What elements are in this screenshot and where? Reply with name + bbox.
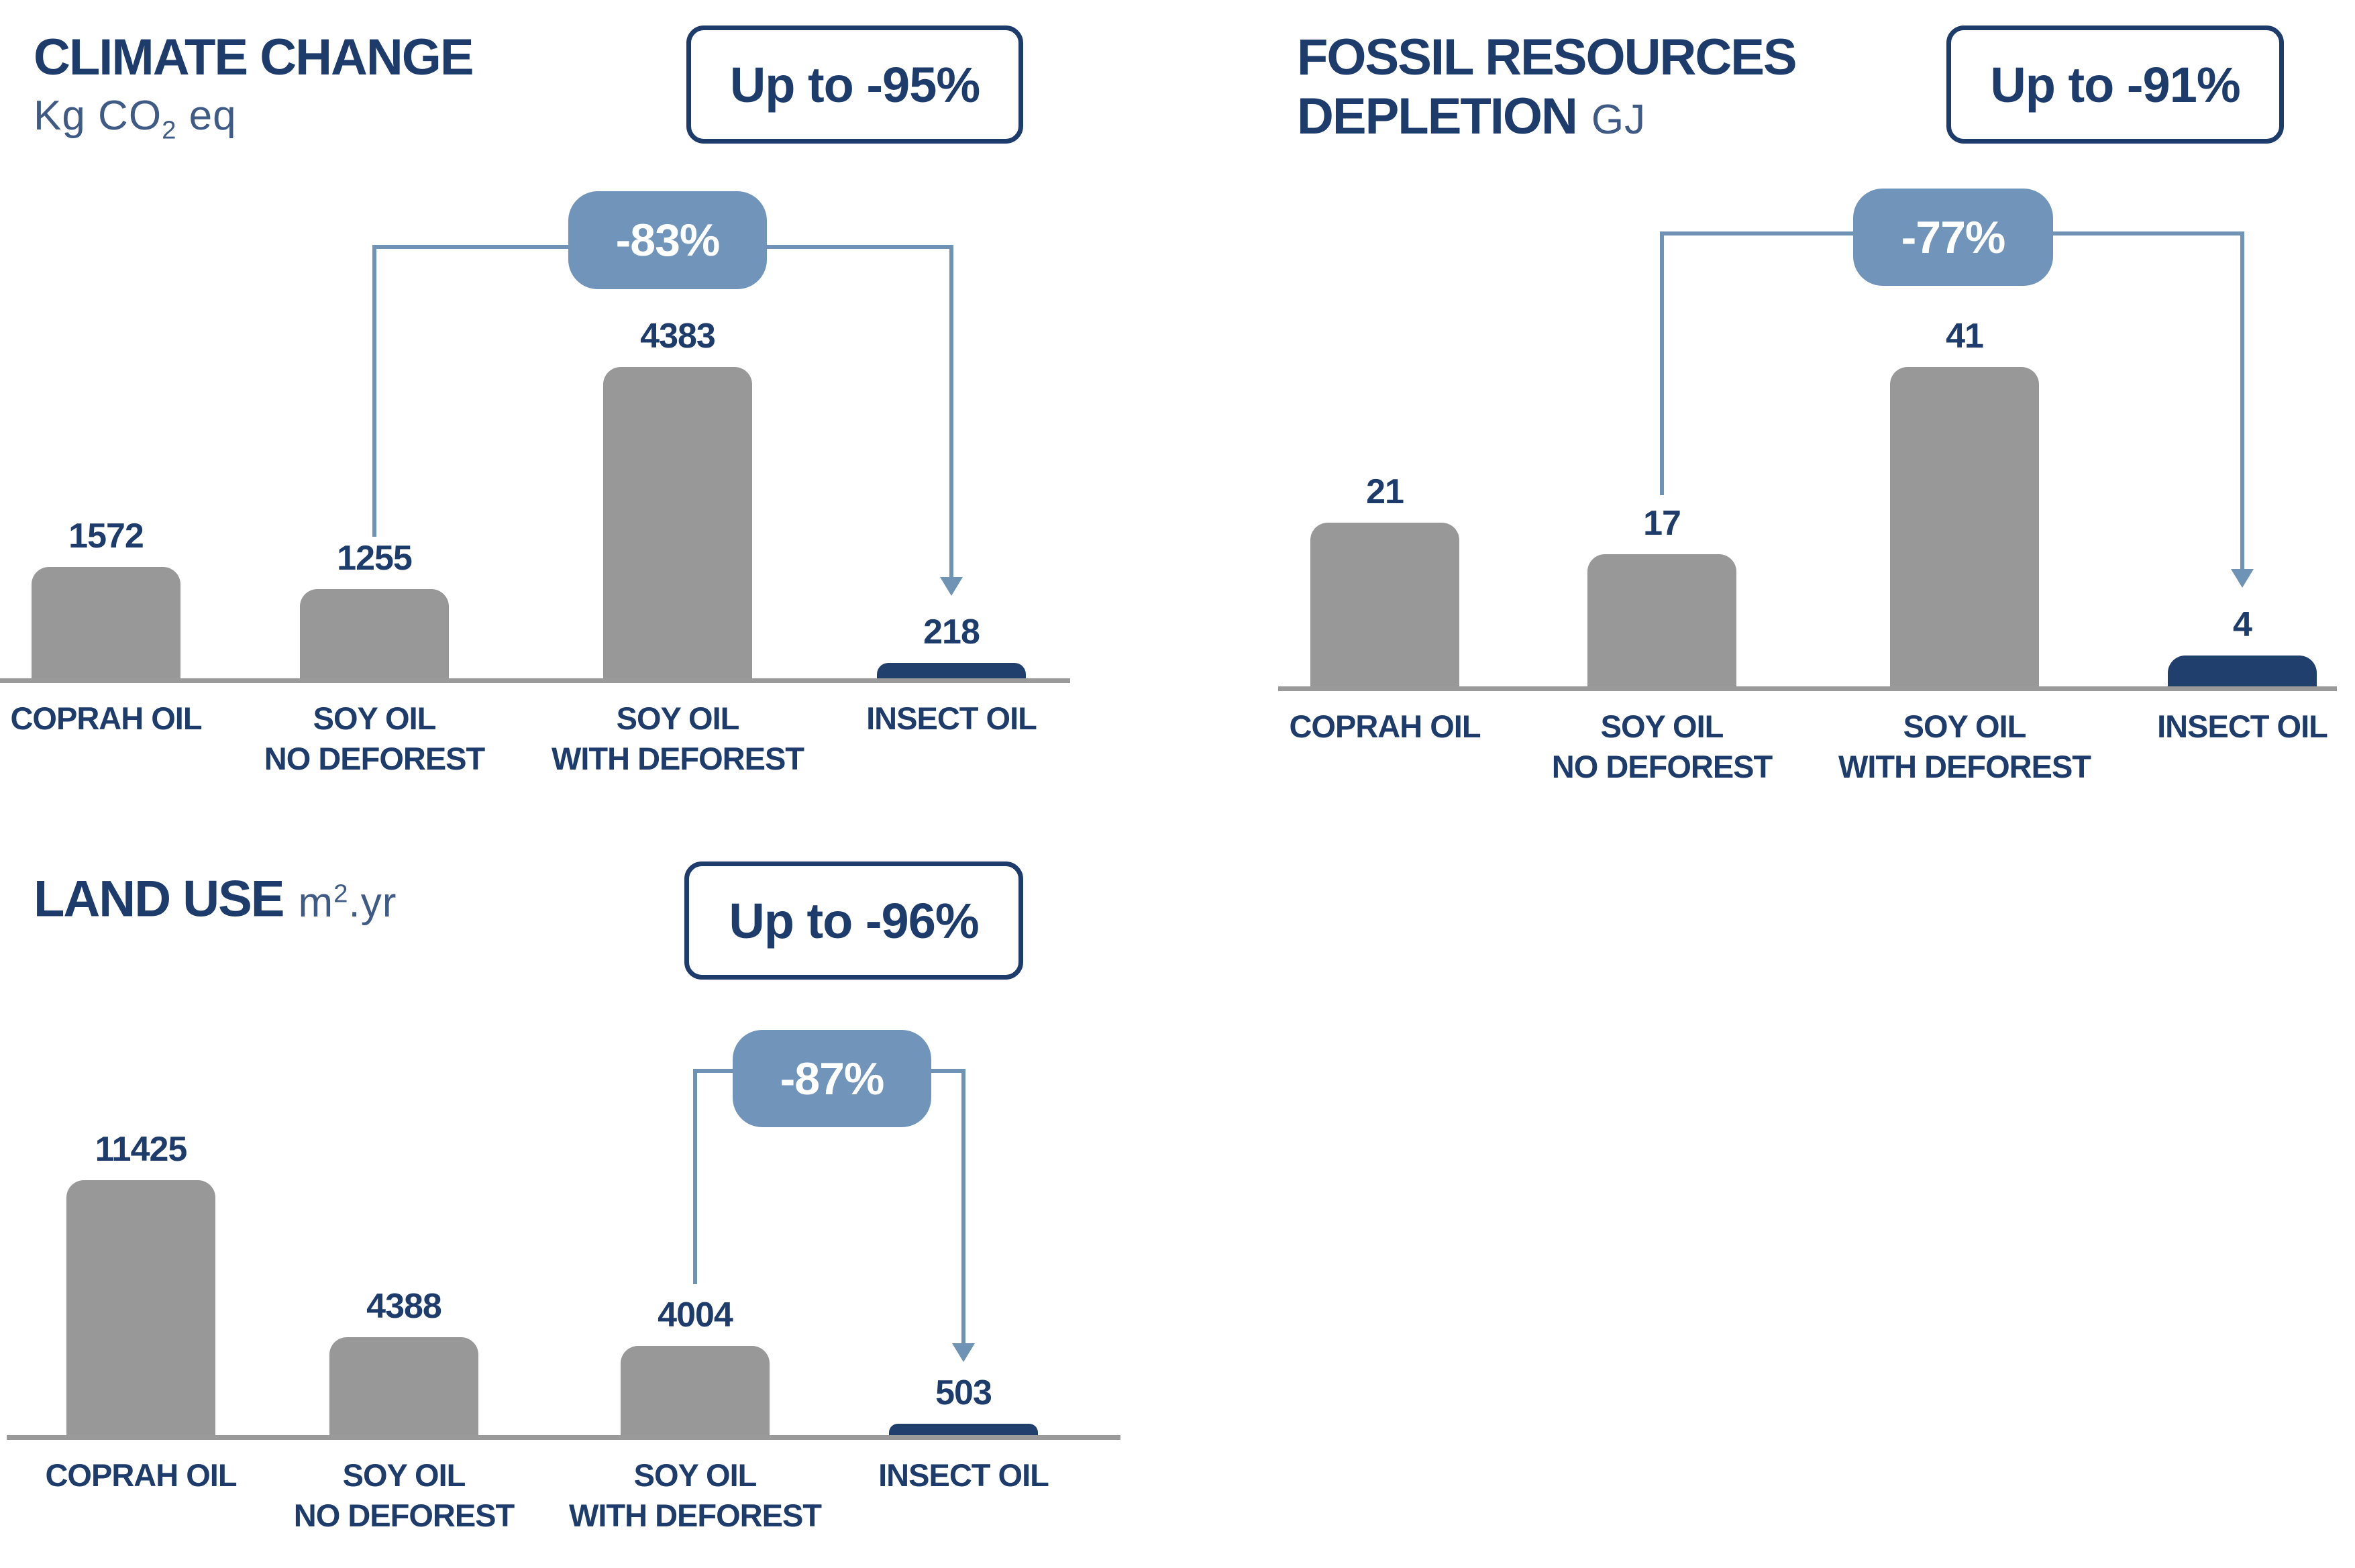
x-axis-line: [7, 1435, 1120, 1440]
bar-value-label: 1572: [68, 517, 144, 556]
arrow-head: [2231, 569, 2254, 588]
bar-soy-oil-no-deforest: [300, 589, 449, 678]
chart-header: CLIMATE CHANGE Kg CO2 eq: [34, 28, 474, 159]
bar-value-label: 17: [1643, 504, 1681, 543]
bar-insect-oil: [889, 1424, 1038, 1435]
bar-value-label: 1255: [337, 539, 413, 578]
chart-title-line: LAND USE m2.yr: [34, 870, 397, 928]
chart-title: FOSSIL RESOURCES DEPLETION GJ: [1297, 28, 1797, 150]
chart-header: FOSSIL RESOURCES DEPLETION GJ: [1297, 28, 1797, 150]
bar-value-label: 4: [2233, 605, 2252, 644]
chart-unit: Kg CO2 eq: [34, 93, 237, 145]
bar-coprah-oil: [1310, 523, 1459, 686]
reduction-badge-label: Up to -96%: [729, 892, 979, 949]
chart-title-line: CLIMATE CHANGE: [34, 29, 474, 86]
chart-unit-line: Kg CO2 eq: [34, 87, 473, 159]
bar-soy-oil-with-deforest: [621, 1346, 770, 1435]
reduction-bubble-label: -87%: [780, 1053, 885, 1104]
bar-value-label: 4004: [658, 1296, 733, 1335]
bar-insect-oil: [2168, 656, 2317, 686]
bar-value-label: 21: [1366, 472, 1404, 511]
bar-soy-oil-with-deforest: [603, 367, 752, 678]
bar-soy-oil-with-deforest: [1890, 367, 2039, 686]
bar-category-label: COPRAH OIL: [10, 700, 202, 736]
chart-header: LAND USE m2.yr: [34, 864, 397, 933]
bar-value-label: 11425: [95, 1130, 188, 1169]
chart-land-use: LAND USE m2.yr Up to -96% -87% 11425 COPRA…: [7, 851, 1127, 1568]
bar-value-label: 4383: [640, 317, 716, 356]
bar-category-label: SOY OIL WITH DEFOREST: [1838, 709, 2091, 784]
chart-title-line: DEPLETION GJ: [1297, 88, 1646, 145]
bar-category-label: SOY OIL NO DEFOREST: [1551, 709, 1773, 784]
x-axis-line: [1278, 686, 2337, 691]
chart-fossil-resources-depletion: FOSSIL RESOURCES DEPLETION GJ Up to -91% -…: [1278, 12, 2345, 837]
bar-category-label: INSECT OIL: [878, 1457, 1049, 1493]
reduction-badge-label: Up to -95%: [729, 56, 980, 113]
chart-title: CLIMATE CHANGE Kg CO2 eq: [34, 28, 474, 159]
reduction-bubble: -77%: [1853, 189, 2053, 286]
chart-climate-change: CLIMATE CHANGE Kg CO2 eq Up to -95% -83% …: [0, 12, 1070, 837]
chart-title: LAND USE m2.yr: [34, 864, 397, 933]
bar-soy-oil-no-deforest: [1587, 554, 1736, 686]
arrow-head: [940, 577, 963, 596]
reduction-bubble: -83%: [568, 191, 767, 289]
bar-category-label: SOY OIL NO DEFOREST: [293, 1457, 515, 1533]
bar-category-label: INSECT OIL: [866, 700, 1037, 736]
reduction-bubble-label: -77%: [1901, 211, 2006, 263]
chart-unit: GJ: [1591, 97, 1646, 143]
reduction-badge: Up to -96%: [684, 861, 1023, 980]
bar-category-label: COPRAH OIL: [45, 1457, 237, 1493]
bar-category-label: SOY OIL WITH DEFOREST: [551, 700, 804, 776]
bar-category-label: COPRAH OIL: [1289, 709, 1481, 744]
bar-value-label: 4388: [366, 1287, 442, 1326]
bar-value-label: 41: [1946, 317, 1984, 356]
bar-coprah-oil: [66, 1180, 215, 1435]
reduction-badge-label: Up to -91%: [1990, 56, 2240, 113]
chart-title-line: FOSSIL RESOURCES: [1297, 29, 1797, 86]
arrow-head: [952, 1343, 975, 1362]
bar-value-label: 503: [935, 1373, 992, 1412]
bar-insect-oil: [877, 663, 1026, 678]
bar-value-label: 218: [923, 613, 980, 651]
bar-soy-oil-no-deforest: [329, 1337, 478, 1435]
bar-category-label: INSECT OIL: [2157, 709, 2328, 744]
reduction-bubble: -87%: [733, 1030, 931, 1127]
x-axis-line: [0, 678, 1070, 683]
bar-category-label: SOY OIL NO DEFOREST: [264, 700, 485, 776]
bar-category-label: SOY OIL WITH DEFOREST: [568, 1457, 822, 1533]
bar-coprah-oil: [32, 567, 180, 678]
reduction-bubble-label: -83%: [615, 215, 721, 266]
chart-unit: m2.yr: [298, 879, 397, 926]
reduction-badge: Up to -95%: [686, 25, 1023, 144]
reduction-badge: Up to -91%: [1946, 25, 2284, 144]
